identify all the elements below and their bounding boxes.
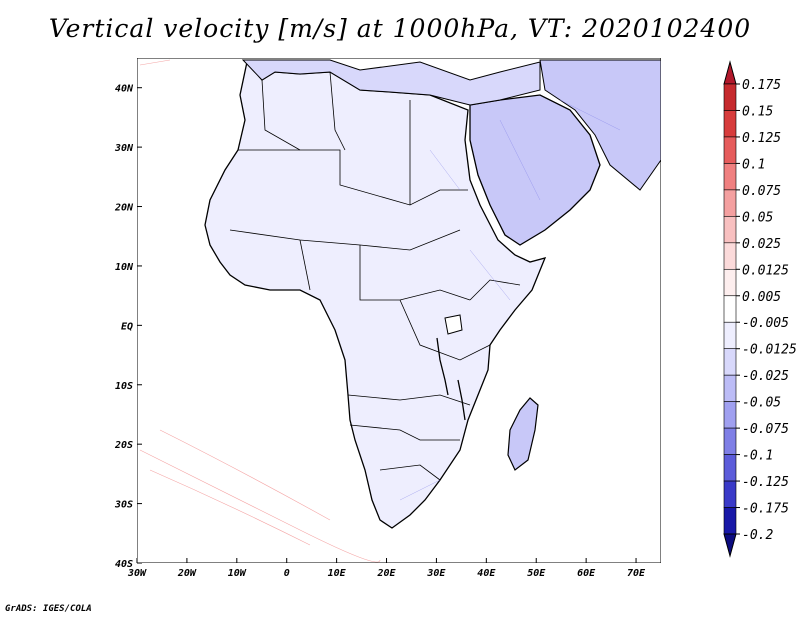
colorbar-swatch [723, 83, 737, 111]
y-tick-label: 30S [114, 500, 133, 511]
colorbar-bottom-arrow [723, 533, 737, 558]
y-tick-label: EQ [121, 321, 133, 332]
x-tick-label: 30W [127, 568, 147, 579]
colorbar-label: 0.075 [742, 184, 781, 199]
colorbar-label: 0.125 [742, 131, 781, 146]
colorbar-label: 0.15 [742, 104, 773, 119]
colorbar-swatch [723, 348, 737, 376]
colorbar-swatch [723, 163, 737, 191]
y-tick-label: 10N [115, 262, 134, 273]
colorbar-label: 0.005 [742, 290, 781, 305]
colorbar-swatch [723, 110, 737, 138]
iran-landmass [539, 59, 661, 191]
colorbar-label: -0.005 [742, 316, 789, 331]
colorbar-swatch [723, 427, 737, 455]
colorbar-swatch [723, 216, 737, 244]
y-tick-label: 20S [114, 440, 133, 451]
colorbar-label: 0.1 [742, 157, 765, 172]
colorbar-label: -0.175 [742, 502, 789, 517]
colorbar-top-arrow [723, 60, 737, 85]
x-tick-label: 30E [426, 568, 446, 579]
positive-velocity-streaks [139, 59, 381, 563]
x-tick-label: 0 [284, 568, 290, 579]
colorbar-swatch [723, 480, 737, 508]
credit-label: GrADS: IGES/COLA [5, 604, 92, 614]
colorbar-swatch [723, 189, 737, 217]
colorbar-swatch [723, 268, 737, 297]
colorbar-swatch [723, 374, 737, 402]
colorbar: 0.175 0.15 0.125 0.1 0.075 0.05 0.025 0.0125 0.0… [723, 60, 797, 558]
map-area [137, 58, 661, 563]
arabia-landmass [469, 94, 601, 246]
colorbar-label: 0.0125 [742, 263, 789, 278]
lake-tanganyika [436, 337, 449, 396]
colorbar-swatch [723, 507, 737, 535]
colorbar-label: 0.05 [742, 210, 773, 225]
colorbar-label: 0.175 [742, 78, 781, 93]
x-tick-label: 10E [328, 568, 347, 579]
lake-malawi [457, 379, 466, 421]
lake-victoria [444, 314, 463, 335]
y-tick-label: 20N [114, 203, 134, 214]
colorbar-label: -0.05 [742, 396, 781, 411]
colorbar-swatch [723, 136, 737, 164]
colorbar-swatch [723, 295, 737, 323]
y-tick-label: 30N [114, 143, 134, 154]
colorbar-label: -0.025 [742, 369, 789, 384]
map-title: Vertical velocity [m/s] at 1000hPa, VT: … [48, 14, 752, 43]
colorbar-label: -0.2 [742, 528, 773, 543]
colorbar-label: -0.1 [742, 449, 773, 464]
map-axes: 30W 20W 10W 0 10E 20E 30E 40E 50E 60E 70E 40N 30N 20N… [114, 84, 646, 579]
country-borders [229, 71, 521, 481]
colorbar-label: 0.025 [742, 237, 781, 252]
x-tick-label: 70E [627, 568, 646, 579]
x-tick-label: 60E [577, 568, 596, 579]
y-tick-label: 10S [115, 381, 133, 392]
colorbar-label: -0.125 [742, 475, 789, 490]
x-tick-label: 10W [228, 568, 247, 579]
colorbar-label: -0.0125 [742, 343, 797, 358]
negative-velocity-streaks [399, 99, 621, 501]
x-tick-label: 20W [177, 568, 197, 579]
y-tick-label: 40N [115, 84, 134, 95]
x-tick-label: 50E [527, 568, 546, 579]
colorbar-swatch [723, 454, 737, 482]
colorbar-swatch [723, 321, 737, 350]
colorbar-label: -0.075 [742, 422, 789, 437]
colorbar-swatch [723, 401, 737, 429]
x-tick-label: 40E [477, 568, 496, 579]
madagascar [507, 397, 539, 471]
x-tick-label: 20E [376, 568, 396, 579]
europe-landmass [241, 59, 541, 106]
colorbar-swatch [723, 242, 737, 270]
y-tick-label: 40S [115, 559, 133, 570]
africa-landmass [204, 60, 547, 529]
